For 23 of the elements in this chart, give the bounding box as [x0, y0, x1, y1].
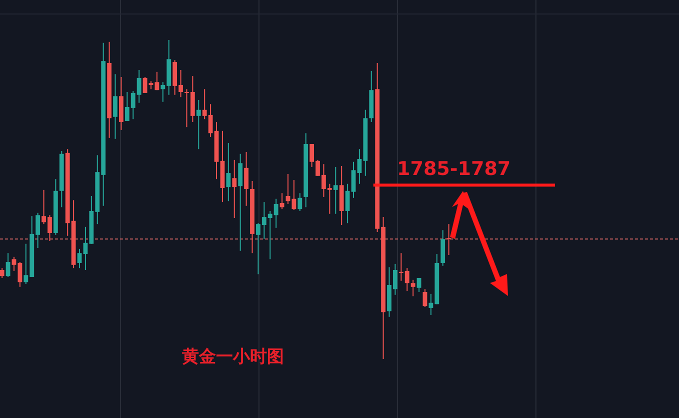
- candlestick: [6, 252, 10, 278]
- candlestick: [142, 76, 148, 94]
- candlestick: [0, 268, 4, 278]
- candlestick: [440, 230, 446, 266]
- candlestick: [12, 256, 16, 272]
- candlestick: [416, 277, 422, 293]
- candlestick: [410, 279, 416, 297]
- candlestick: [196, 99, 201, 150]
- candlestick: [113, 74, 118, 140]
- candlestick: [226, 142, 231, 202]
- annotation: 1785-1787: [397, 158, 511, 180]
- candlestick: [77, 248, 82, 269]
- candlestick: [244, 151, 248, 206]
- candlestick: [422, 288, 428, 308]
- annotation: 黄金一小时图: [181, 347, 284, 367]
- candlestick: [333, 166, 338, 214]
- candlestick: [238, 153, 243, 252]
- candlestick: [446, 224, 451, 256]
- candlestick: [18, 262, 22, 288]
- candlestick: [232, 159, 237, 218]
- candlestick: [351, 161, 356, 198]
- candlestick: [298, 192, 302, 212]
- candlestick: [345, 183, 350, 224]
